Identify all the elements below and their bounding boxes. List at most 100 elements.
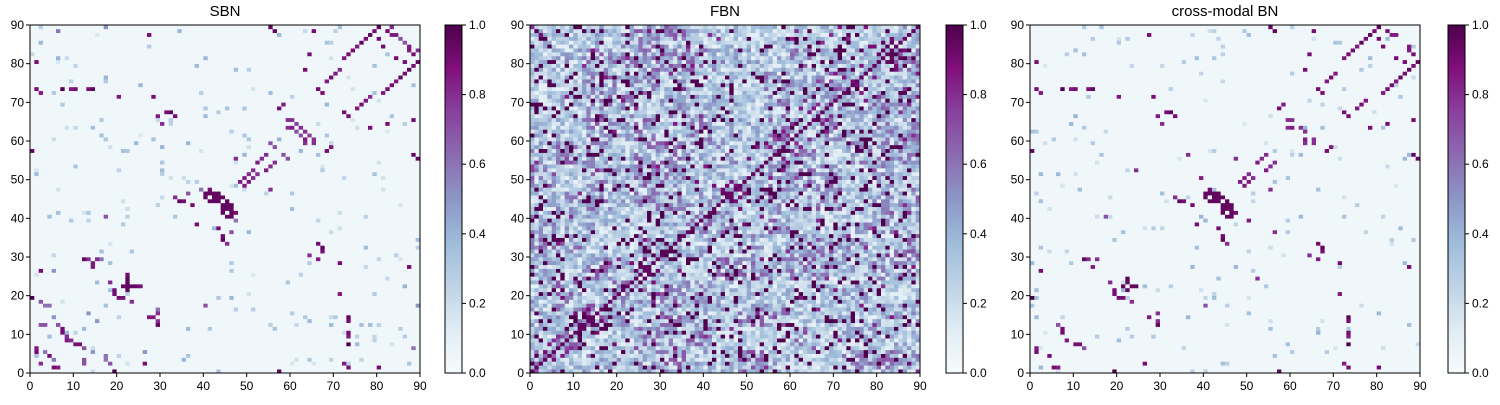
heatmap-cell	[338, 211, 343, 215]
heatmap-cell	[403, 296, 408, 300]
heatmap-cell	[99, 300, 104, 304]
heatmap-cell	[234, 361, 239, 365]
heatmap-cell	[160, 184, 165, 188]
heatmap-cell	[268, 276, 273, 280]
heatmap-cell	[385, 207, 390, 211]
heatmap-cell	[225, 230, 230, 234]
heatmap-cell	[286, 319, 291, 323]
heatmap-cell	[91, 334, 96, 338]
heatmap-cell	[216, 230, 221, 234]
heatmap-cell	[147, 226, 152, 230]
heatmap-cell	[394, 187, 399, 191]
heatmap-cell	[325, 180, 330, 184]
heatmap-cell	[260, 265, 265, 269]
heatmap-cell	[34, 249, 39, 253]
heatmap-cell	[225, 300, 230, 304]
heatmap-cell	[104, 253, 109, 257]
heatmap-cell	[346, 168, 351, 172]
heatmap-cell	[186, 365, 191, 369]
heatmap-cell	[138, 346, 143, 350]
heatmap-cell	[385, 365, 390, 369]
heatmap-cell	[247, 354, 252, 358]
heatmap-cell	[351, 319, 356, 323]
heatmap-cell	[286, 334, 291, 338]
heatmap-cell	[390, 300, 395, 304]
heatmap-cell	[225, 242, 230, 246]
heatmap-cell	[390, 184, 395, 188]
heatmap-cell	[95, 330, 100, 334]
heatmap-cell	[190, 350, 195, 354]
heatmap-cell	[394, 358, 399, 362]
heatmap-cell	[398, 230, 403, 234]
heatmap-cell	[316, 234, 321, 238]
heatmap-cell	[78, 222, 83, 226]
heatmap-cell	[403, 300, 408, 304]
heatmap-cell	[225, 358, 230, 362]
heatmap-cell	[251, 180, 256, 184]
heatmap-cell	[394, 242, 399, 246]
heatmap-cell	[286, 300, 291, 304]
heatmap-cell	[316, 249, 321, 253]
heatmap-cell	[91, 160, 96, 164]
heatmap-cell	[47, 230, 52, 234]
heatmap-cell	[177, 242, 182, 246]
heatmap-cell	[264, 249, 269, 253]
heatmap-cell	[78, 315, 83, 319]
heatmap-cell	[143, 272, 148, 276]
heatmap-cell	[104, 172, 109, 176]
heatmap-cell	[169, 199, 174, 203]
heatmap-cell	[208, 338, 213, 342]
heatmap-cell	[225, 288, 230, 292]
heatmap-cell	[325, 315, 330, 319]
heatmap-cell	[43, 361, 48, 365]
heatmap-cell	[260, 218, 265, 222]
heatmap-cell	[208, 276, 213, 280]
heatmap-cell	[73, 214, 78, 218]
heatmap-cell	[385, 330, 390, 334]
heatmap-cell	[351, 191, 356, 195]
heatmap-cell	[60, 253, 65, 257]
heatmap-cell	[73, 187, 78, 191]
heatmap-cell	[221, 300, 226, 304]
heatmap-cell	[186, 218, 191, 222]
heatmap-cell	[164, 214, 169, 218]
heatmap-cell	[82, 319, 87, 323]
heatmap-cell	[156, 265, 161, 269]
heatmap-cell	[104, 323, 109, 327]
heatmap-cell	[307, 168, 312, 172]
heatmap-cell	[234, 164, 239, 168]
heatmap-cell	[385, 187, 390, 191]
heatmap-cell	[372, 242, 377, 246]
heatmap-cell	[368, 176, 373, 180]
heatmap-cell	[138, 315, 143, 319]
heatmap-cell	[164, 180, 169, 184]
heatmap-cell	[264, 234, 269, 238]
heatmap-cell	[112, 354, 117, 358]
heatmap-cell	[377, 354, 382, 358]
heatmap-cell	[195, 292, 200, 296]
heatmap-cell	[47, 338, 52, 342]
heatmap-cell	[312, 276, 317, 280]
heatmap-cell	[355, 187, 360, 191]
heatmap-cell	[303, 319, 308, 323]
heatmap-cell	[411, 184, 416, 188]
heatmap-cell	[234, 350, 239, 354]
heatmap-cell	[329, 230, 334, 234]
heatmap-cell	[30, 269, 35, 273]
heatmap-cell	[312, 323, 317, 327]
heatmap-cell	[151, 311, 156, 315]
heatmap-cell	[91, 168, 96, 172]
heatmap-cell	[43, 280, 48, 284]
heatmap-cell	[143, 257, 148, 261]
heatmap-cell	[164, 199, 169, 203]
heatmap-cell	[329, 330, 334, 334]
heatmap-cell	[143, 160, 148, 164]
heatmap-cell	[156, 184, 161, 188]
heatmap-cell	[381, 330, 386, 334]
heatmap-cell	[125, 361, 130, 365]
heatmap-cell	[294, 199, 299, 203]
heatmap-cell	[312, 207, 317, 211]
heatmap-cell	[238, 191, 243, 195]
heatmap-cell	[221, 327, 226, 331]
heatmap-cell	[182, 242, 187, 246]
